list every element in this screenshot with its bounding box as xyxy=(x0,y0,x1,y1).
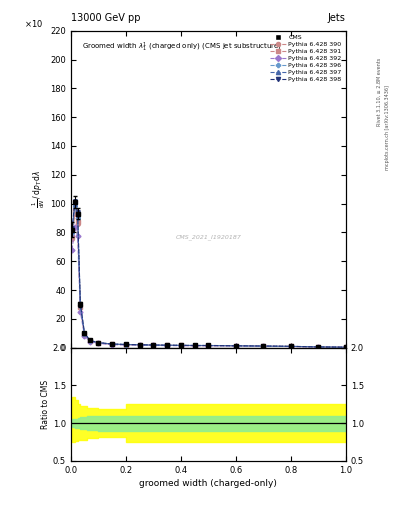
Y-axis label: $\frac{1}{\mathrm{d}N}\,/\,\mathrm{d}p_T\,\mathrm{d}\lambda$: $\frac{1}{\mathrm{d}N}\,/\,\mathrm{d}p_T… xyxy=(31,170,47,208)
Text: Groomed width $\lambda_1^1$ (charged only) (CMS jet substructure): Groomed width $\lambda_1^1$ (charged onl… xyxy=(82,40,282,54)
Legend: CMS, Pythia 6.428 390, Pythia 6.428 391, Pythia 6.428 392, Pythia 6.428 396, Pyt: CMS, Pythia 6.428 390, Pythia 6.428 391,… xyxy=(269,34,343,83)
Y-axis label: Ratio to CMS: Ratio to CMS xyxy=(41,380,50,429)
Text: CMS_2021_I1920187: CMS_2021_I1920187 xyxy=(175,234,241,240)
Text: $\times10$: $\times10$ xyxy=(24,18,43,29)
Text: mcplots.cern.ch [arXiv:1306.3436]: mcplots.cern.ch [arXiv:1306.3436] xyxy=(385,86,389,170)
Text: Rivet 3.1.10, ≥ 2.8M events: Rivet 3.1.10, ≥ 2.8M events xyxy=(377,58,382,126)
Text: 13000 GeV pp: 13000 GeV pp xyxy=(71,13,140,23)
X-axis label: groomed width (charged-only): groomed width (charged-only) xyxy=(140,479,277,488)
Text: Jets: Jets xyxy=(328,13,346,23)
